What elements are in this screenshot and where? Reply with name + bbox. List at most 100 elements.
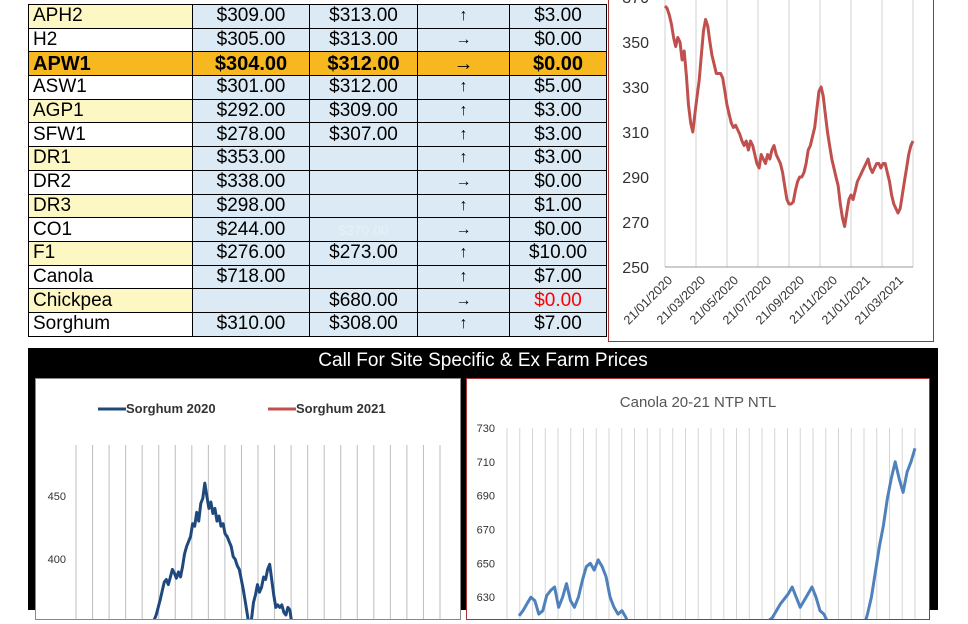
wheat-price-series-line <box>663 4 915 228</box>
price2-cell: $309.00 <box>309 98 418 124</box>
price2-cell: $312.00 <box>309 75 418 100</box>
price-table: APH2 $309.00 $313.00 ↑ $3.00 H2 $305.00 $313.00… <box>28 4 607 337</box>
change-cell: $3.00 <box>509 4 607 29</box>
price-row-dr2: DR2 $338.00 → $0.00 <box>28 169 607 195</box>
change-cell: $0.00 <box>509 169 607 195</box>
y-tick-label: 670 <box>477 525 495 537</box>
y-tick-label: 690 <box>477 491 495 503</box>
y-tick-label: 270 <box>622 215 649 232</box>
trend-arrow: → <box>417 217 510 242</box>
change-cell: $0.00 <box>509 51 607 77</box>
price2-cell <box>309 264 418 290</box>
wheat-price-chart-svg: 25027029031033035037021/01/202021/03/202… <box>621 0 915 327</box>
y-tick-label: 710 <box>477 457 495 469</box>
trend-arrow: → <box>417 27 510 53</box>
price2-cell: $312.00 <box>309 51 418 77</box>
sorghum-price-chart: 350 400 450 Sorghum 2020 Sorghum 2021 <box>35 378 461 624</box>
change-cell: $1.00 <box>509 193 607 219</box>
grade-cell: H2 <box>28 27 193 53</box>
price1-cell: $276.00 <box>192 240 310 266</box>
price1-cell: $298.00 <box>192 193 310 219</box>
price-row-aph2: APH2 $309.00 $313.00 ↑ $3.00 <box>28 4 607 29</box>
change-cell: $0.00 <box>509 27 607 53</box>
change-cell: $5.00 <box>509 75 607 100</box>
grade-cell: DR2 <box>28 169 193 195</box>
trend-arrow: → <box>417 288 510 313</box>
price1-cell: $301.00 <box>192 75 310 100</box>
change-cell: $10.00 <box>509 240 607 266</box>
grade-cell: DR1 <box>28 146 193 171</box>
y-tick-label: 650 <box>477 558 495 570</box>
price1-cell: $338.00 <box>192 169 310 195</box>
trend-arrow: ↑ <box>417 193 510 219</box>
trend-arrow: → <box>417 51 510 77</box>
price-table-body: APH2 $309.00 $313.00 ↑ $3.00 H2 $305.00 $313.00… <box>28 4 607 337</box>
sorghum-2020-series-line <box>150 481 294 624</box>
y-tick-label: 370 <box>622 0 649 7</box>
y-tick-label: 250 <box>622 260 649 277</box>
grade-cell: APH2 <box>28 4 193 29</box>
price2-cell: $307.00 <box>309 122 418 148</box>
price-row-dr3: DR3 $298.00 ↑ $1.00 <box>28 193 607 219</box>
grade-cell: SFW1 <box>28 122 193 148</box>
grade-cell: CO1 <box>28 217 193 242</box>
price-row-agp1: AGP1 $292.00 $309.00 ↑ $3.00 <box>28 98 607 124</box>
trend-arrow: ↑ <box>417 75 510 100</box>
change-cell: $7.00 <box>509 311 607 337</box>
y-tick-label: 630 <box>477 592 495 604</box>
price2-cell: $273.00 <box>309 240 418 266</box>
change-cell: $3.00 <box>509 146 607 171</box>
price-row-f1: F1 $276.00 $273.00 ↑ $10.00 <box>28 240 607 266</box>
trend-arrow: ↑ <box>417 311 510 337</box>
grade-cell: F1 <box>28 240 193 266</box>
grade-cell: DR3 <box>28 193 193 219</box>
price-row-h2: H2 $305.00 $313.00 → $0.00 <box>28 27 607 53</box>
canola-series-line <box>517 447 917 624</box>
trend-arrow: ↑ <box>417 98 510 124</box>
trend-arrow: ↑ <box>417 240 510 266</box>
trend-arrow: ↑ <box>417 146 510 171</box>
y-tick-label: 290 <box>622 170 649 187</box>
canola-price-chart-svg: Canola 20-21 NTP NTL 630 650 670 690 710 730 <box>477 394 917 624</box>
price2-cell: $313.00 <box>309 27 418 53</box>
price-row-asw1: ASW1 $301.00 $312.00 ↑ $5.00 <box>28 75 607 100</box>
y-tick-label: 350 <box>48 618 66 619</box>
price1-cell: $310.00 <box>192 311 310 337</box>
trend-arrow: ↑ <box>417 122 510 148</box>
price-row-chickpea: Chickpea $680.00 → $0.00 <box>28 288 607 313</box>
price2-cell: $680.00 <box>309 288 418 313</box>
change-cell: $3.00 <box>509 98 607 124</box>
sorghum-price-chart-svg: 350 400 450 Sorghum 2020 Sorghum 2021 <box>48 401 441 624</box>
price2-cell <box>309 169 418 195</box>
price2-cell: $308.00 <box>309 311 418 337</box>
grade-cell: Chickpea <box>28 288 193 313</box>
trend-arrow: → <box>417 169 510 195</box>
grade-cell: Sorghum <box>28 311 193 337</box>
y-tick-label: 330 <box>622 80 649 97</box>
price1-cell: $304.00 <box>192 51 310 77</box>
price2-cell <box>309 193 418 219</box>
change-cell: $7.00 <box>509 264 607 290</box>
price2-cell: $270.00 <box>309 217 418 242</box>
legend-label: Sorghum 2020 <box>126 401 216 416</box>
price1-cell: $309.00 <box>192 4 310 29</box>
y-tick-label: 310 <box>622 125 649 142</box>
price1-cell: $305.00 <box>192 27 310 53</box>
price1-cell: $718.00 <box>192 264 310 290</box>
price-row-sorghum: Sorghum $310.00 $308.00 ↑ $7.00 <box>28 311 607 337</box>
change-cell: $0.00 <box>509 217 607 242</box>
trend-arrow: ↑ <box>417 264 510 290</box>
wheat-price-chart: 25027029031033035037021/01/202021/03/202… <box>608 0 934 342</box>
change-cell: $0.00 <box>509 288 607 313</box>
legend-label: Sorghum 2021 <box>296 401 386 416</box>
y-tick-label: 450 <box>48 491 66 503</box>
call-for-prices-banner: Call For Site Specific & Ex Farm Prices <box>28 348 938 374</box>
price1-cell: $278.00 <box>192 122 310 148</box>
grade-cell: ASW1 <box>28 75 193 100</box>
price1-cell: $244.00 <box>192 217 310 242</box>
price-row-co1: CO1 $244.00 $270.00 → $0.00 <box>28 217 607 242</box>
y-tick-label: 400 <box>48 554 66 566</box>
price1-cell: $292.00 <box>192 98 310 124</box>
grade-cell: APW1 <box>28 51 193 77</box>
price-row-sfw1: SFW1 $278.00 $307.00 ↑ $3.00 <box>28 122 607 148</box>
